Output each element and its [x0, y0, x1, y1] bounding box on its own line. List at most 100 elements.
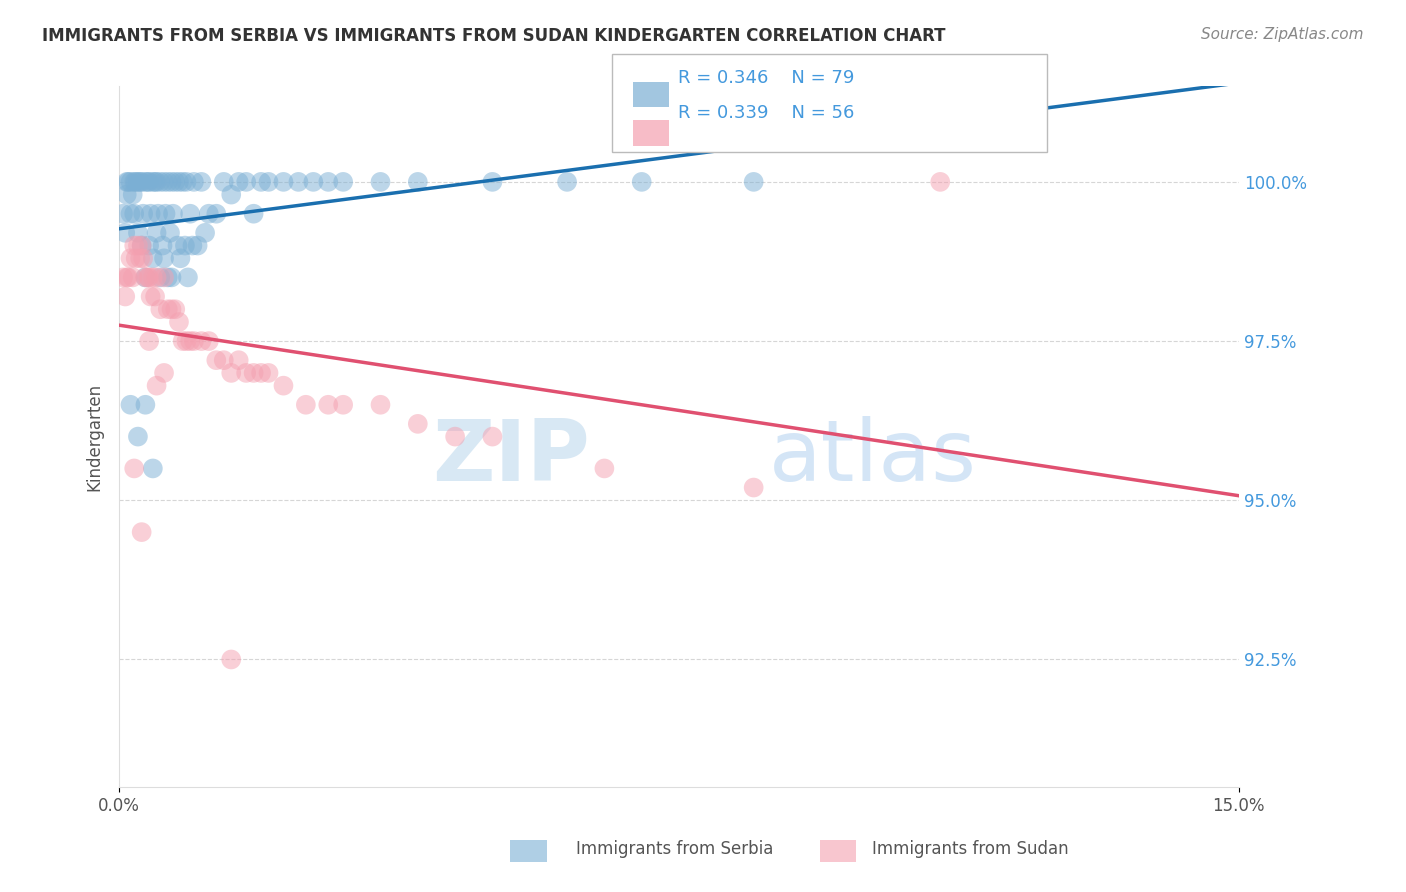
Point [120, 175, 142, 189]
Point [228, 353, 250, 368]
Point [115, 187, 138, 202]
Text: Immigrants from Serbia: Immigrants from Serbia [576, 840, 773, 858]
Point [115, 175, 138, 189]
Y-axis label: Kindergarten: Kindergarten [86, 383, 103, 491]
Point [155, 207, 177, 221]
Point [555, 175, 578, 189]
Point [235, 366, 257, 380]
Point [127, 175, 149, 189]
Point [131, 525, 153, 540]
Point [134, 175, 156, 189]
Point [295, 398, 318, 412]
Text: Immigrants from Sudan: Immigrants from Sudan [872, 840, 1069, 858]
Point [481, 175, 503, 189]
Point [742, 481, 765, 495]
Point [172, 175, 194, 189]
Point [242, 207, 264, 221]
Point [134, 398, 156, 412]
Point [149, 302, 172, 317]
Text: IMMIGRANTS FROM SERBIA VS IMMIGRANTS FROM SUDAN KINDERGARTEN CORRELATION CHART: IMMIGRANTS FROM SERBIA VS IMMIGRANTS FRO… [42, 27, 946, 45]
Point [115, 270, 138, 285]
Point [370, 175, 392, 189]
Point [287, 175, 309, 189]
Point [149, 270, 172, 285]
Point [190, 175, 212, 189]
Point [125, 252, 148, 266]
Point [179, 207, 201, 221]
Point [156, 175, 179, 189]
Point [212, 175, 235, 189]
Point [176, 334, 198, 348]
Point [166, 238, 188, 252]
Point [136, 175, 159, 189]
Point [219, 366, 242, 380]
Point [121, 187, 143, 202]
Point [145, 175, 167, 189]
Point [160, 302, 183, 317]
Point [162, 207, 184, 221]
Point [212, 353, 235, 368]
Point [131, 238, 153, 252]
Point [114, 289, 136, 303]
Point [302, 175, 325, 189]
Point [122, 175, 145, 189]
Point [257, 366, 280, 380]
Point [167, 315, 190, 329]
Point [122, 461, 145, 475]
Point [593, 461, 616, 475]
Point [143, 289, 166, 303]
Point [120, 252, 142, 266]
Point [156, 302, 179, 317]
Text: R = 0.339    N = 56: R = 0.339 N = 56 [678, 104, 853, 122]
Point [111, 207, 134, 221]
Point [139, 207, 162, 221]
Point [132, 252, 155, 266]
Point [370, 398, 392, 412]
Point [127, 226, 149, 240]
Point [198, 207, 221, 221]
Point [316, 398, 339, 412]
Point [136, 270, 159, 285]
Point [138, 238, 160, 252]
Point [219, 187, 242, 202]
Point [152, 238, 174, 252]
Point [165, 302, 187, 317]
Point [138, 175, 160, 189]
Point [145, 270, 167, 285]
Text: R = 0.346    N = 79: R = 0.346 N = 79 [678, 69, 853, 87]
Point [332, 175, 354, 189]
Point [181, 238, 204, 252]
Point [134, 270, 156, 285]
Point [142, 461, 165, 475]
Point [142, 252, 165, 266]
Point [121, 270, 143, 285]
Point [143, 175, 166, 189]
Point [165, 175, 187, 189]
Point [122, 238, 145, 252]
Point [316, 175, 339, 189]
Point [114, 226, 136, 240]
Point [235, 175, 257, 189]
Point [250, 175, 273, 189]
Point [142, 270, 165, 285]
Point [153, 366, 176, 380]
Point [117, 270, 139, 285]
Point [273, 378, 295, 392]
Point [159, 226, 181, 240]
Point [122, 207, 145, 221]
Point [120, 398, 142, 412]
Point [149, 175, 172, 189]
Point [129, 175, 152, 189]
Point [174, 238, 197, 252]
Text: Source: ZipAtlas.com: Source: ZipAtlas.com [1201, 27, 1364, 42]
Point [250, 366, 273, 380]
Point [228, 175, 250, 189]
Point [183, 334, 205, 348]
Point [111, 270, 134, 285]
Point [187, 238, 209, 252]
Point [127, 238, 149, 252]
Point [134, 270, 156, 285]
Point [172, 334, 194, 348]
Point [205, 207, 228, 221]
Point [190, 334, 212, 348]
